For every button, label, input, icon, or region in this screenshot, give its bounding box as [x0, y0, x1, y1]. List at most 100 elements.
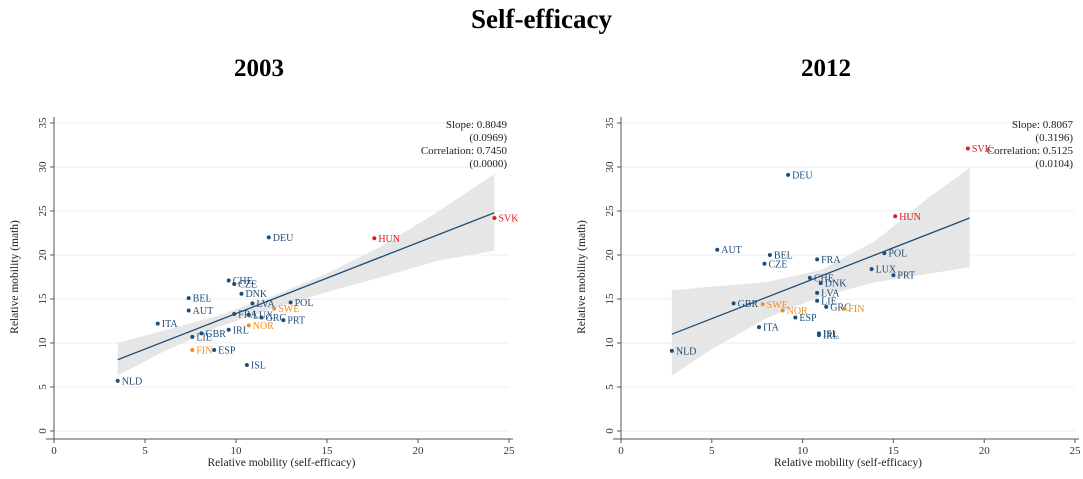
point-label-nld: NLD	[676, 346, 697, 357]
data-point-fra	[815, 257, 820, 262]
point-label-swe: SWE	[767, 300, 788, 311]
point-label-grc: GRC	[265, 313, 286, 324]
data-point-fin	[190, 348, 195, 353]
data-point-che	[807, 275, 812, 280]
data-point-irl	[226, 327, 231, 332]
point-label-aut: AUT	[193, 306, 214, 317]
data-point-esp	[793, 315, 798, 320]
point-label-irl: IRL	[233, 325, 249, 336]
figure-title: Self-efficacy	[471, 4, 612, 34]
data-point-grc	[824, 304, 829, 309]
confidence-band	[671, 167, 970, 376]
x-tick-label: 10	[797, 445, 809, 457]
y-tick-label: 25	[604, 205, 616, 217]
x-tick-label: 25	[1070, 445, 1082, 457]
data-point-deu	[786, 172, 791, 177]
point-label-ita: ITA	[162, 319, 179, 330]
point-label-nor: NOR	[253, 321, 274, 332]
stats-text: Slope: 0.8049	[446, 119, 508, 131]
point-label-grc: GRC	[830, 302, 851, 313]
y-tick-label: 5	[37, 384, 49, 390]
data-point-irl	[816, 333, 821, 338]
stats-text: (0.0969)	[469, 132, 507, 144]
x-tick-label: 0	[51, 445, 57, 457]
point-label-lie: LIE	[821, 296, 837, 307]
x-tick-label: 5	[709, 445, 715, 457]
stats-text: (0.0000)	[469, 158, 507, 170]
data-point-pol	[882, 251, 887, 256]
data-point-ita	[757, 325, 762, 330]
data-point-nor	[246, 323, 251, 328]
point-label-pol: POL	[888, 249, 907, 260]
y-tick-label: 30	[37, 161, 49, 173]
panel-title-2003: 2003	[234, 55, 284, 82]
point-label-fin: FIN	[196, 346, 212, 357]
y-tick-label: 15	[604, 293, 616, 305]
data-point-nld	[669, 348, 674, 353]
point-label-fin: FIN	[848, 304, 864, 315]
data-point-ita	[155, 321, 160, 326]
point-label-isl: ISL	[823, 329, 838, 340]
y-tick-label: 20	[604, 249, 616, 261]
data-point-lva	[250, 301, 255, 306]
point-label-deu: DEU	[792, 170, 813, 181]
point-label-lie: LIE	[196, 332, 212, 343]
point-label-che: CHE	[814, 273, 834, 284]
y-tick-label: 0	[604, 428, 616, 434]
point-label-pol: POL	[295, 298, 314, 309]
point-label-bel: BEL	[193, 294, 212, 305]
point-label-esp: ESP	[218, 346, 236, 357]
data-point-cze	[232, 282, 237, 287]
data-point-bel	[186, 296, 191, 301]
x-axis-title: Relative mobility (self-efficacy)	[208, 457, 356, 469]
stats-text: (0.0104)	[1035, 158, 1073, 170]
point-label-lva: LVA	[821, 288, 840, 299]
point-label-cze: CZE	[768, 259, 787, 270]
point-label-prt: PRT	[287, 316, 305, 327]
data-point-bel	[767, 253, 772, 257]
point-label-isl: ISL	[251, 361, 266, 372]
y-tick-label: 35	[604, 117, 616, 129]
point-label-cze: CZE	[238, 280, 257, 291]
point-label-lva: LVA	[256, 299, 275, 310]
data-point-gbr	[731, 301, 736, 306]
point-label-che: CHE	[233, 276, 253, 287]
y-axis-title: Relative mobility (math)	[576, 220, 588, 334]
data-point-fin	[842, 306, 847, 311]
x-axis-title: Relative mobility (self-efficacy)	[774, 457, 922, 469]
point-label-irl: IRL	[823, 331, 839, 342]
y-axis-title: Relative mobility (math)	[9, 220, 21, 334]
point-label-hun: HUN	[378, 234, 400, 245]
data-point-aut	[186, 308, 191, 313]
fit-line	[671, 217, 970, 335]
point-label-nld: NLD	[122, 376, 143, 387]
x-tick-label: 20	[413, 445, 425, 457]
data-point-gbr	[199, 331, 204, 336]
data-point-prt	[891, 273, 896, 278]
point-label-gbr: GBR	[738, 299, 759, 310]
y-tick-label: 0	[37, 428, 49, 434]
stats-text: (0.3196)	[1035, 132, 1073, 144]
y-tick-label: 10	[37, 337, 49, 349]
data-point-hun	[372, 236, 377, 241]
point-label-svk: SVK	[498, 214, 519, 225]
y-tick-label: 25	[37, 205, 49, 217]
point-label-gbr: GBR	[205, 329, 226, 340]
data-point-lie	[190, 334, 195, 339]
point-label-aut: AUT	[721, 245, 742, 256]
y-tick-label: 35	[37, 117, 49, 129]
y-tick-label: 20	[37, 249, 49, 261]
data-point-lux	[246, 312, 251, 317]
data-point-grc	[259, 315, 264, 320]
y-tick-label: 30	[604, 161, 616, 173]
x-tick-label: 15	[888, 445, 900, 457]
data-point-cze	[762, 261, 767, 266]
data-point-hun	[893, 214, 898, 219]
data-point-nld	[115, 378, 120, 383]
panel-title-2012: 2012	[801, 55, 851, 82]
chart-panel-2012: 0 5 10 15 20 25 30 35 0 5 10 15 20 25 Relative mobilit…	[576, 117, 1081, 469]
point-label-fra: FRA	[821, 255, 841, 266]
data-point-svk	[965, 146, 970, 151]
point-label-nor: NOR	[787, 306, 808, 317]
